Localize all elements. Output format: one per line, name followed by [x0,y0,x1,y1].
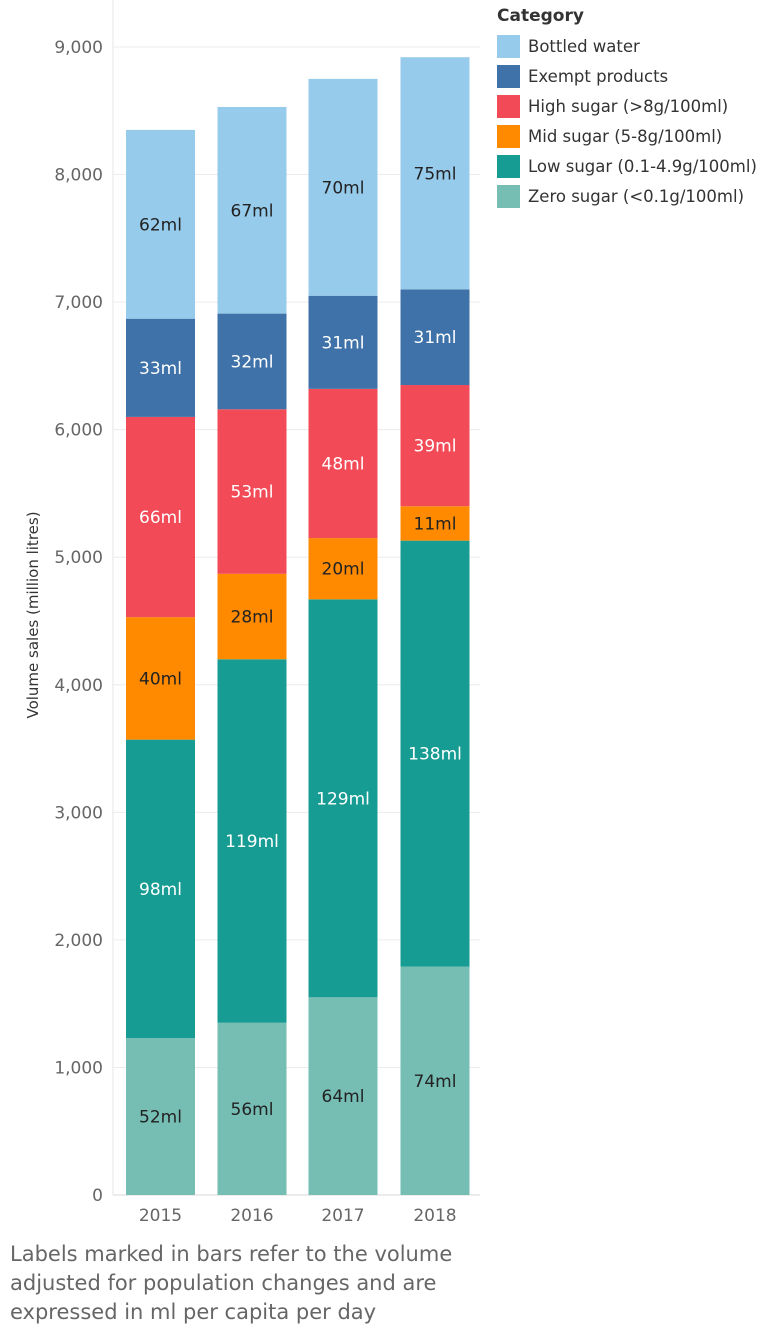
bar-segment [308,295,378,389]
data-label: 39ml [414,437,457,457]
bar-segment [217,106,287,314]
bar-segment [126,739,195,1039]
legend-title: Category [497,6,584,26]
data-label: 28ml [231,608,274,628]
y-axis-label: Volume sales (million litres) [24,511,42,718]
data-label: 119ml [225,832,279,852]
bar-segment [308,388,378,539]
y-axis-ticks: 0 1,000 2,000 3,000 4,000 5,000 6,000 7,000 8,00… [54,38,103,1206]
bar-segment [308,997,378,1195]
legend-label: Low sugar (0.1-4.9g/100ml) [528,156,757,176]
data-label: 98ml [139,880,182,900]
legend-label: Bottled water [528,36,640,56]
bar-segment [308,78,378,296]
bars: 52ml 98ml 40ml 66ml 33ml 62ml 56ml 119ml 28ml 53m… [126,57,470,1195]
data-label: 129ml [316,789,370,809]
data-label: 70ml [322,178,365,198]
legend-label: Zero sugar (<0.1g/100ml) [528,186,745,206]
x-tick-label: 2017 [321,1206,364,1226]
data-label: 20ml [322,560,365,580]
legend: Category Bottled water Exempt products Hig… [497,6,757,211]
data-label: 56ml [231,1100,274,1120]
y-tick-label: 1,000 [54,1058,103,1078]
x-axis-ticks: 2015 2016 2017 2018 [139,1206,457,1226]
bar-segment [217,313,287,410]
bar-segment [400,289,470,386]
legend-swatch [497,94,520,118]
y-tick-label: 3,000 [54,803,103,823]
legend-item: Zero sugar (<0.1g/100ml) [497,181,757,211]
data-label: 40ml [139,669,182,689]
legend-swatch [497,154,520,178]
legend-swatch [497,64,520,88]
bar-segment [217,573,287,660]
y-tick-label: 4,000 [54,676,103,696]
data-label: 52ml [139,1108,182,1128]
data-label: 11ml [414,514,457,534]
data-label: 48ml [322,454,365,474]
data-label: 75ml [414,164,457,184]
data-label: 74ml [414,1072,457,1092]
data-label: 62ml [139,215,182,235]
data-label: 31ml [414,328,457,348]
data-label: 66ml [139,508,182,528]
y-tick-label: 5,000 [54,548,103,568]
y-tick-label: 2,000 [54,931,103,951]
footnote: Labels marked in bars refer to the volum… [10,1242,453,1324]
stacked-bar-chart: 0 1,000 2,000 3,000 4,000 5,000 6,000 7,000 8,00… [24,0,480,1226]
y-tick-label: 8,000 [54,166,103,186]
bar-segment [126,129,195,319]
data-label: 33ml [139,359,182,379]
bar-segment [217,409,287,574]
bar-segment [400,506,470,541]
legend-label: High sugar (>8g/100ml) [528,96,729,116]
legend-swatch [497,184,520,208]
x-tick-label: 2018 [413,1206,456,1226]
legend-label: Exempt products [528,66,669,86]
y-tick-label: 6,000 [54,421,103,441]
data-label: 64ml [322,1087,365,1107]
bar-segment [308,599,378,998]
bar-segment [400,966,470,1195]
legend-item: Exempt products [497,61,757,91]
data-label: 53ml [231,483,274,503]
data-label: 67ml [231,201,274,221]
data-label: 138ml [408,745,462,765]
x-tick-label: 2016 [230,1206,273,1226]
y-tick-label: 7,000 [54,293,103,313]
legend-label: Mid sugar (5-8g/100ml) [528,126,723,146]
data-label: 31ml [322,333,365,353]
y-tick-label: 9,000 [54,38,103,58]
legend-item: Low sugar (0.1-4.9g/100ml) [497,151,757,181]
bar-segment [400,57,470,290]
x-tick-label: 2015 [139,1206,182,1226]
bar-segment [217,659,287,1023]
bar-segment [126,1038,195,1195]
bar-segment [308,538,378,600]
bar-segment [126,416,195,618]
bar-segment [400,540,470,967]
legend-swatch [497,124,520,148]
data-label: 32ml [231,352,274,372]
bar-segment [400,385,470,507]
legend-item: Mid sugar (5-8g/100ml) [497,121,757,151]
legend-item: Bottled water [497,31,757,61]
bar-segment [126,617,195,740]
bar-segment [126,318,195,417]
legend-items: Bottled water Exempt products High sugar (… [497,31,757,211]
bar-segment [217,1022,287,1195]
legend-swatch [497,34,520,58]
y-tick-label: 0 [92,1186,103,1206]
legend-item: High sugar (>8g/100ml) [497,91,757,121]
